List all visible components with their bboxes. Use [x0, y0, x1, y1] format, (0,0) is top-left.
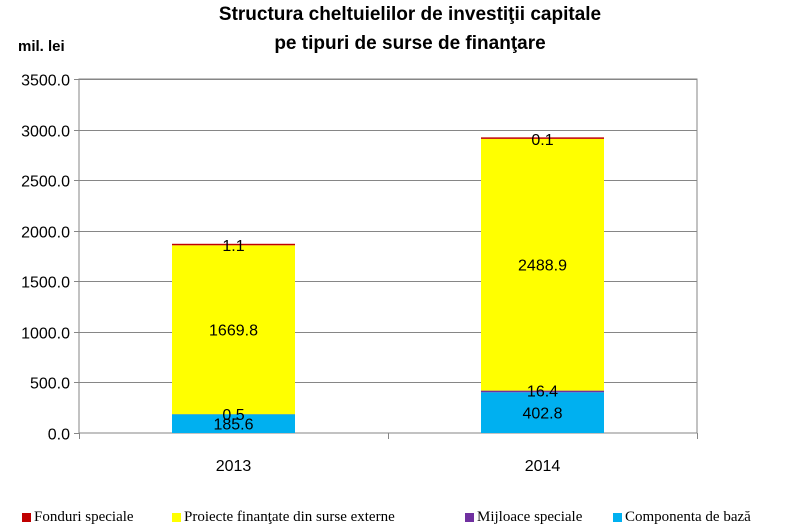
- chart-title-line-1: Structura cheltuielilor de investiţii ca…: [218, 4, 602, 25]
- legend-item: Proiecte finanţate din surse externe: [172, 509, 395, 526]
- chart-title: Structura cheltuielilor de investiţii ca…: [150, 0, 670, 58]
- plot-area-border: [78, 78, 698, 434]
- y-tick-label: 2000.0: [21, 225, 70, 242]
- y-tick-label: 500.0: [30, 376, 70, 393]
- bar-segment: [172, 245, 295, 415]
- bar-segment: [172, 243, 295, 246]
- y-tick-label: 3000.0: [21, 124, 70, 141]
- y-tick-label: 1000.0: [21, 326, 70, 343]
- data-label: 0.5: [222, 407, 244, 424]
- data-label: 0.1: [531, 132, 553, 149]
- y-tick-label: 1500.0: [21, 275, 70, 292]
- data-label: 1.1: [222, 238, 244, 255]
- x-tick-label: 2013: [216, 458, 252, 475]
- data-label: 1669.8: [209, 323, 258, 340]
- y-tick-label: 3500.0: [21, 73, 70, 90]
- legend-label: Proiecte finanţate din surse externe: [184, 509, 395, 525]
- legend-item: Fonduri speciale: [22, 509, 134, 526]
- bar-segment: [481, 138, 604, 391]
- bar-segment: [172, 414, 295, 433]
- data-label: 16.4: [527, 384, 558, 401]
- unit-label: mil. lei: [18, 38, 65, 55]
- legend-swatch: [465, 513, 474, 522]
- data-label: 185.6: [213, 417, 253, 434]
- bar-segment: [481, 137, 604, 139]
- legend-label: Componenta de bază: [625, 509, 751, 525]
- y-tick-label: 0.0: [48, 427, 70, 444]
- legend-label: Fonduri speciale: [34, 509, 134, 525]
- data-label: 2488.9: [518, 258, 567, 275]
- legend-label: Mijloace speciale: [477, 509, 583, 525]
- legend-item: Componenta de bază: [613, 509, 751, 526]
- data-label: 402.8: [522, 406, 562, 423]
- bar-segment: [481, 392, 604, 433]
- legend-swatch: [613, 513, 622, 522]
- legend-item: Mijloace speciale: [465, 509, 582, 526]
- legend-swatch: [22, 513, 31, 522]
- chart-plot: 0.0 500.0 1000.0 1500.0 2000.0 2500.0 3000.0 35…: [21, 73, 698, 475]
- bar-segment: [481, 390, 604, 393]
- y-tick-label: 2500.0: [21, 174, 70, 191]
- x-tick-label: 2014: [525, 458, 561, 475]
- legend-swatch: [172, 513, 181, 522]
- chart-legend: Fonduri speciale Proiecte finanţate din s…: [22, 509, 792, 528]
- chart-title-line-2: pe tipuri de surse de finanţare: [274, 33, 546, 54]
